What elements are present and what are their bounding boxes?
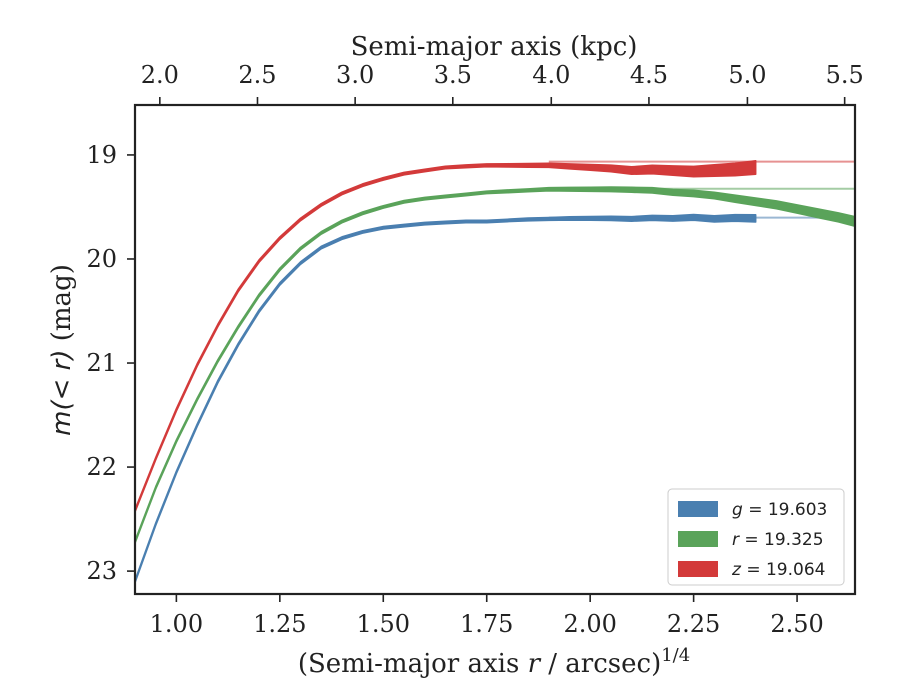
bottom-axis-title-post: / arcsec) [540,649,661,679]
x-tick-label: 1.75 [460,610,513,638]
legend-value-r: = 19.325 [739,530,824,550]
y-axis-title-mid: (< r) [47,350,77,411]
series-band-z [135,159,757,513]
top-tick-label: 5.0 [728,61,766,89]
y-axis-title-var: m [47,411,77,436]
x-tick-label: 2.50 [770,610,823,638]
y-tick-label: 22 [86,453,117,481]
x-tick-label: 1.00 [150,610,203,638]
legend-label-z: z = 19.064 [731,560,825,580]
plot-area [133,103,857,596]
y-tick-label: 20 [86,245,117,273]
y-axis: 19 20 21 22 23 [86,141,135,585]
legend-swatch-z [678,561,718,577]
top-tick-label: 4.5 [630,61,668,89]
x-tick-label: 1.25 [253,610,306,638]
y-axis-title: m(< r) (mag) [47,264,77,436]
y-tick-label: 23 [86,557,117,585]
legend-label-g: g = 19.603 [732,500,827,520]
bottom-axis-title-exp: 1/4 [661,645,690,666]
x-tick-label: 1.50 [357,610,410,638]
legend-swatch-g [678,501,718,517]
bottom-axis-title-pre: (Semi-major axis [298,649,528,679]
series-band-r [135,186,855,544]
top-tick-label: 2.0 [141,61,179,89]
series-layer [135,159,855,584]
x-tick-label: 2.25 [667,610,720,638]
legend-value-z: = 19.064 [741,560,826,580]
top-tick-label: 5.5 [826,61,864,89]
top-tick-label: 3.0 [336,61,374,89]
top-tick-label: 4.0 [532,61,570,89]
bottom-axis-title: (Semi-major axis r / arcsec)1/4 [298,645,690,679]
top-axis-title: Semi-major axis (kpc) [351,32,638,62]
top-tick-label: 2.5 [238,61,276,89]
y-tick-label: 19 [86,141,117,169]
y-axis-title-unit: (mag) [47,264,77,349]
legend-var-g: g [732,500,743,520]
series-band-g [135,213,757,584]
legend-label-r: r = 19.325 [732,530,824,550]
legend-value-g: = 19.603 [743,500,828,520]
x-axis-bottom: 1.00 1.25 1.50 1.75 2.00 2.25 2.50 [150,594,824,638]
plot-frame [133,103,857,596]
legend-swatch-r [678,531,718,547]
legend-var-r: r [732,530,740,550]
legend-var-z: z [731,560,742,580]
x-tick-label: 2.00 [563,610,616,638]
x-axis-top: 2.0 2.5 3.0 3.5 4.0 4.5 5.0 5.5 [141,61,864,105]
top-tick-label: 3.5 [434,61,472,89]
y-tick-label: 21 [86,349,117,377]
bottom-axis-title-var: r [528,649,542,679]
